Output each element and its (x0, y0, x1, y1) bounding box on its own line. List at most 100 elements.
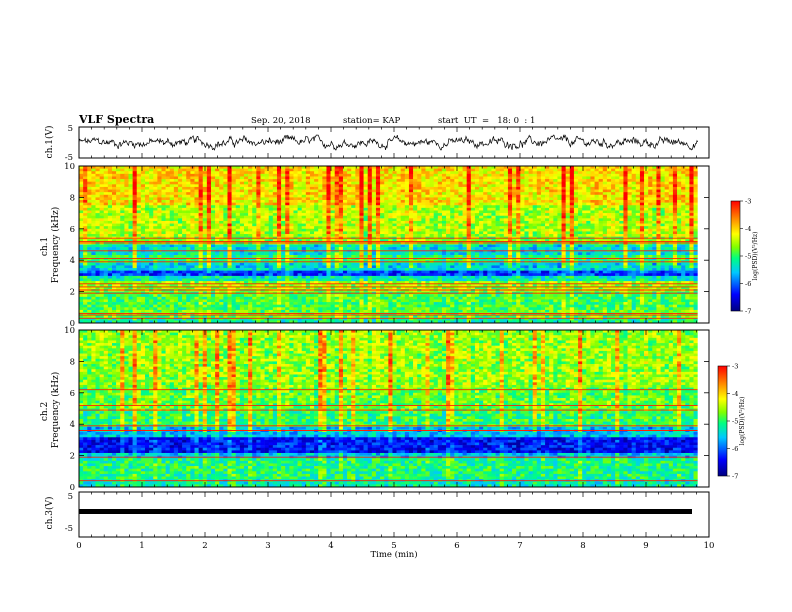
spectrogram-cell (606, 210, 612, 214)
spectrogram-cell (202, 218, 208, 222)
spectrogram-cell (363, 213, 368, 217)
spectrogram-cell (107, 207, 113, 211)
spectrogram-cell (256, 215, 261, 219)
spectrogram-cell (495, 220, 500, 224)
spectrogram-cell (462, 171, 467, 175)
spectrogram-cell (545, 184, 550, 188)
spectrogram-cell (528, 181, 533, 185)
spectrogram-cell (239, 192, 245, 196)
spectrogram-cell (161, 173, 166, 177)
spectrogram-cell (186, 234, 191, 237)
spectrogram-cell (190, 181, 195, 185)
spectrogram-cell (219, 186, 224, 190)
spectrogram-cell (252, 202, 257, 206)
spectrogram-cell (573, 176, 579, 180)
spectrogram-cell (103, 210, 109, 214)
spectrogram-cell (305, 194, 311, 198)
spectrogram-cell (153, 226, 158, 230)
spectrogram-cell (116, 181, 121, 185)
spectrogram-cell (639, 176, 645, 180)
spectrogram-cell (227, 213, 232, 217)
spectrogram-cell (260, 202, 265, 206)
spectrogram-cell (235, 220, 241, 224)
spectrogram-cell (112, 213, 117, 217)
spectrogram-cell (83, 176, 88, 180)
spectrogram-cell (223, 171, 228, 175)
spectrogram-cell (165, 189, 171, 193)
spectrogram-cell (322, 179, 327, 182)
spectrogram-cell (116, 223, 121, 227)
spectrogram-cell (561, 197, 566, 201)
spectrogram-cell (91, 231, 96, 235)
spectrogram-cell (631, 171, 637, 175)
spectrogram-cell (462, 202, 467, 206)
spectrogram-cell (491, 213, 496, 217)
spectrogram-cell (338, 228, 344, 232)
spectrogram-cell (553, 223, 558, 227)
spectrogram-cell (107, 171, 113, 175)
spectrogram-cell (314, 244, 319, 248)
spectrogram-cell (388, 228, 393, 232)
spectrogram-cell (388, 168, 393, 172)
spectrogram-cell (396, 179, 401, 182)
spectrogram-cell (99, 252, 105, 256)
spectrogram-cell (239, 207, 245, 211)
spectrogram-cell (606, 202, 612, 206)
spectrogram-cell (573, 218, 579, 222)
spectrogram-cell (272, 210, 278, 214)
spectrogram-cell (425, 207, 430, 211)
spectrogram-cell (507, 244, 513, 248)
spectrogram-cell (99, 192, 105, 196)
spectrogram-cell (549, 223, 554, 227)
spectrogram-cell (458, 218, 463, 222)
spectrogram-cell (202, 200, 208, 203)
spectrogram-cell (264, 207, 270, 211)
spectrogram-cell (598, 210, 604, 214)
spectrogram-cell (664, 226, 670, 230)
spectrogram-cell (672, 213, 678, 217)
spectrogram-cell (235, 244, 241, 248)
spectrogram-cell (565, 184, 571, 188)
spectrogram-cell (635, 194, 641, 198)
spectrogram-cell (450, 205, 455, 209)
spectrogram-cell (672, 223, 678, 227)
spectrogram-cell (631, 168, 637, 172)
spectrogram-cell (639, 197, 645, 201)
spectrogram-cell (165, 192, 171, 196)
spectrogram-cell (569, 202, 575, 206)
spectrogram-cell (606, 247, 612, 251)
spectrogram-cell (557, 192, 562, 196)
spectrogram-cell (128, 200, 133, 203)
spectrogram-cell (524, 223, 529, 227)
spectrogram-cell (99, 197, 105, 201)
spectrogram-cell (466, 171, 472, 175)
spectrogram-cell (565, 179, 571, 182)
spectrogram-cell (623, 215, 628, 219)
spectrogram-cell (689, 218, 694, 222)
spectrogram-cell (79, 223, 84, 227)
spectrogram-cell (685, 215, 690, 219)
spectrogram-cell (281, 168, 286, 172)
spectrogram-cell (264, 210, 270, 214)
spectrogram-cell (429, 168, 434, 172)
spectrogram-cell (182, 194, 187, 198)
spectrogram-cell (413, 181, 418, 185)
spectrogram-cell (619, 194, 624, 198)
spectrogram-cell (305, 210, 311, 214)
spectrogram-cell (685, 247, 690, 251)
spectrogram-cell (396, 207, 401, 211)
spectrogram-cell (144, 194, 150, 198)
spectrogram-cell (124, 171, 129, 175)
spectrogram-cell (524, 226, 529, 230)
spectrogram-cell (413, 215, 418, 219)
spectrogram-cell (400, 202, 406, 206)
spectrogram-cell (243, 181, 249, 185)
spectrogram-cell (586, 176, 591, 180)
spectrogram-cell (140, 168, 146, 172)
spectrogram-cell (590, 226, 595, 230)
spectrogram-cell (227, 215, 232, 219)
spectrogram-cell (520, 197, 525, 201)
spectrogram-cell (132, 247, 138, 251)
spectrogram-cell (342, 223, 348, 227)
spectrogram-cell (136, 192, 142, 196)
